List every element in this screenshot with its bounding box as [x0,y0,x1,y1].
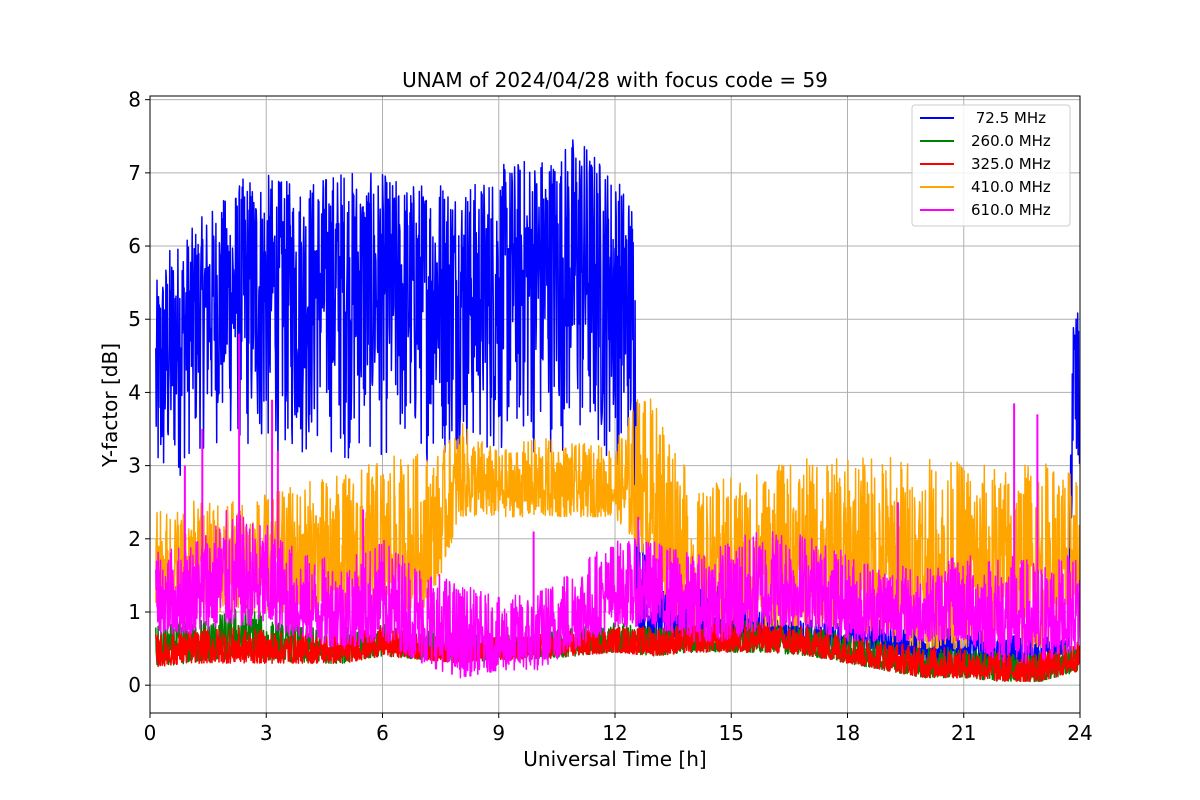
legend-label: 72.5 MHz [971,109,1046,127]
x-tick-label: 12 [602,721,627,745]
y-tick-label: 4 [128,380,141,404]
y-tick-label: 5 [128,307,141,331]
y-tick-label: 7 [128,161,141,185]
chart-title: UNAM of 2024/04/28 with focus code = 59 [402,68,828,92]
x-tick-label: 3 [260,721,273,745]
legend-label: 610.0 MHz [971,201,1051,219]
y-tick-label: 3 [128,454,141,478]
x-tick-label: 15 [719,721,744,745]
y-tick-label: 0 [128,673,141,697]
y-tick-label: 1 [128,600,141,624]
series-line-325-0-mhz [155,619,1080,683]
x-axis: 0 3 6 9 12 15 18 21 24 [144,713,1093,745]
legend-box [911,104,1071,227]
legend-label: 410.0 MHz [971,178,1051,196]
x-tick-label: 0 [144,721,157,745]
x-tick-label: 18 [835,721,860,745]
x-tick-label: 9 [492,721,505,745]
x-tick-label: 21 [951,721,976,745]
series-line-72-5-mhz [155,139,1080,672]
series-line-610-0-mhz [155,509,1080,679]
x-tick-label: 24 [1067,721,1092,745]
series-line-410-0-mhz [155,398,1080,650]
x-axis-label: Universal Time [h] [523,747,706,771]
y-tick-label: 2 [128,527,141,551]
y-axis-label: Y-factor [dB] [98,343,122,468]
y-tick-label: 6 [128,234,141,258]
y-axis: 0 1 2 3 4 5 6 7 8 [128,88,150,697]
x-tick-label: 6 [376,721,389,745]
legend-label: 325.0 MHz [971,155,1051,173]
series-layer [155,139,1080,683]
y-tick-label: 8 [128,88,141,112]
legend-label: 260.0 MHz [971,132,1051,150]
legend: 72.5 MHz 260.0 MHz 325.0 MHz 410.0 MHz 610.0… [911,104,1071,227]
